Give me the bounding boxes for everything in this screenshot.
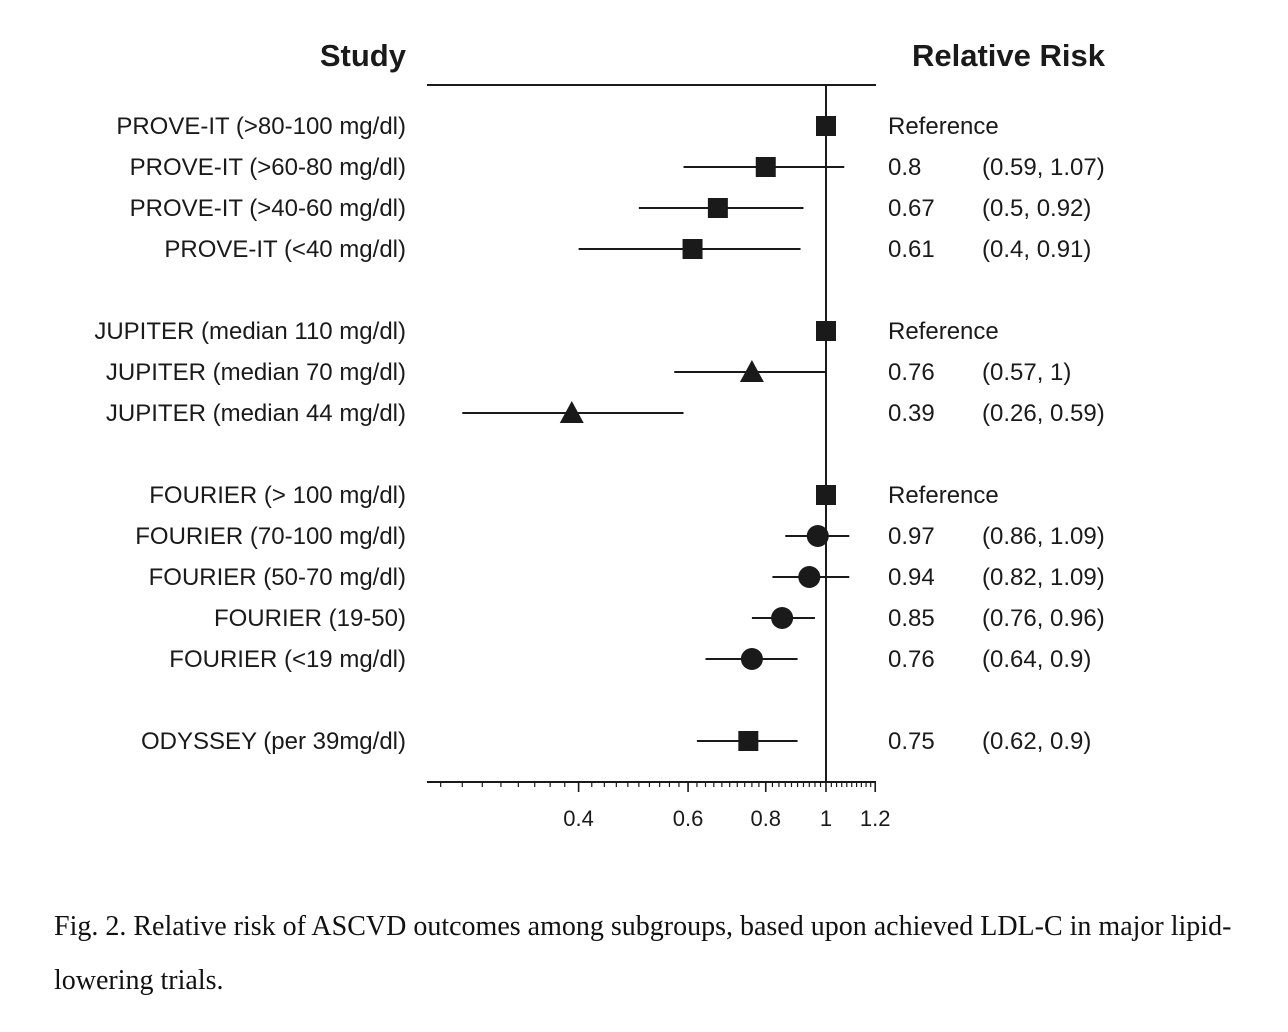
relative-risk-value: 0.85 (888, 605, 935, 632)
square-marker (816, 116, 836, 136)
x-tick-label: 0.4 (563, 806, 594, 831)
relative-risk-value: Reference (888, 113, 999, 140)
square-marker (707, 198, 728, 218)
circle-marker (740, 648, 763, 670)
confidence-interval-value: (0.86, 1.09) (982, 523, 1105, 550)
study-label: FOURIER (19-50) (214, 605, 406, 632)
study-column-header: Study (320, 38, 407, 73)
square-marker (816, 321, 836, 341)
study-label: JUPITER (median 44 mg/dl) (106, 400, 406, 427)
circle-marker (771, 607, 794, 629)
study-label: PROVE-IT (<40 mg/dl) (164, 236, 406, 263)
confidence-interval-value: (0.26, 0.59) (982, 400, 1105, 427)
circle-marker (798, 566, 821, 588)
circle-marker (806, 525, 829, 547)
figure-caption: Fig. 2. Relative risk of ASCVD outcomes … (54, 911, 1232, 996)
relative-risk-value: 0.76 (888, 646, 935, 673)
confidence-interval-value: (0.59, 1.07) (982, 154, 1105, 181)
confidence-interval-value: (0.5, 0.92) (982, 195, 1091, 222)
relative-risk-value: 0.61 (888, 236, 935, 263)
x-tick-label: 1.2 (860, 806, 891, 831)
study-label: PROVE-IT (>80-100 mg/dl) (116, 113, 406, 140)
confidence-interval-value: (0.64, 0.9) (982, 646, 1091, 673)
relative-risk-value: 0.76 (888, 359, 935, 386)
relative-risk-value: Reference (888, 318, 999, 345)
study-label: PROVE-IT (>60-80 mg/dl) (130, 154, 406, 181)
study-label: PROVE-IT (>40-60 mg/dl) (130, 195, 406, 222)
triangle-marker (559, 401, 584, 423)
confidence-interval-value: (0.4, 0.91) (982, 236, 1091, 263)
study-label: FOURIER (<19 mg/dl) (169, 646, 406, 673)
relative-risk-value: 0.67 (888, 195, 935, 222)
relative-risk-value: 0.39 (888, 400, 935, 427)
study-label: JUPITER (median 70 mg/dl) (106, 359, 406, 386)
study-label: JUPITER (median 110 mg/dl) (94, 318, 406, 345)
forest-plot: Study Relative Risk PROVE-IT (>80-100 mg… (94, 38, 1106, 831)
relative-risk-value: Reference (888, 482, 999, 509)
relative-risk-value: 0.8 (888, 154, 921, 181)
square-marker (682, 239, 703, 259)
confidence-interval-value: (0.76, 0.96) (982, 605, 1105, 632)
study-label: FOURIER (> 100 mg/dl) (149, 482, 406, 509)
plot-area: PROVE-IT (>80-100 mg/dl) Reference PROVE-I… (94, 85, 1105, 831)
study-label: FOURIER (70-100 mg/dl) (135, 523, 406, 550)
relative-risk-column-header: Relative Risk (912, 38, 1106, 73)
confidence-interval-value: (0.82, 1.09) (982, 564, 1105, 591)
x-tick-label: 1 (820, 806, 832, 831)
square-marker (738, 731, 759, 751)
x-tick-label: 0.6 (673, 806, 704, 831)
square-marker (755, 157, 776, 177)
relative-risk-value: 0.75 (888, 728, 935, 755)
confidence-interval-value: (0.62, 0.9) (982, 728, 1091, 755)
relative-risk-value: 0.97 (888, 523, 935, 550)
relative-risk-value: 0.94 (888, 564, 935, 591)
triangle-marker (739, 360, 764, 382)
confidence-interval-value: (0.57, 1) (982, 359, 1071, 386)
study-label: ODYSSEY (per 39mg/dl) (141, 728, 406, 755)
square-marker (816, 485, 836, 505)
x-tick-label: 0.8 (750, 806, 781, 831)
study-label: FOURIER (50-70 mg/dl) (149, 564, 406, 591)
